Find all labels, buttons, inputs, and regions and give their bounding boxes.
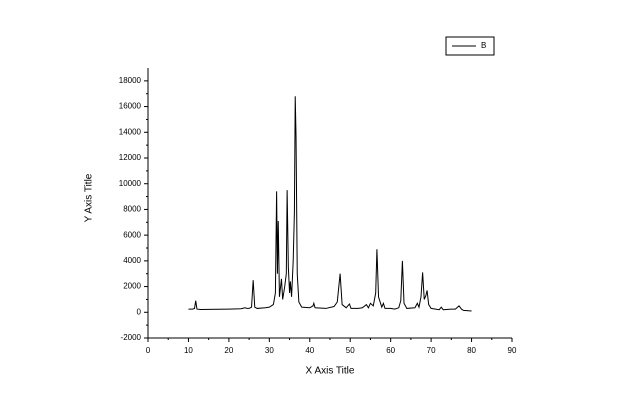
x-tick-label: 10 <box>184 346 193 355</box>
y-tick-label: 10000 <box>119 179 142 188</box>
x-tick-label: 60 <box>386 346 395 355</box>
y-tick-label: 8000 <box>123 205 141 214</box>
y-axis-title: Y Axis Title <box>84 173 95 222</box>
x-axis-title: X Axis Title <box>306 366 355 377</box>
x-tick-label: 40 <box>305 346 314 355</box>
y-tick-label: 6000 <box>123 230 141 239</box>
x-tick-label: 20 <box>224 346 233 355</box>
x-tick-label: 80 <box>467 346 476 355</box>
legend-label: B <box>481 41 486 50</box>
y-tick-label: 16000 <box>119 102 142 111</box>
x-tick-label: 50 <box>346 346 355 355</box>
y-tick-label: 4000 <box>123 256 141 265</box>
y-tick-label: 14000 <box>119 127 142 136</box>
x-tick-label: 30 <box>265 346 274 355</box>
x-tick-label: 70 <box>427 346 436 355</box>
x-tick-label: 90 <box>508 346 517 355</box>
y-tick-label: 18000 <box>119 76 142 85</box>
x-tick-label: 0 <box>146 346 151 355</box>
data-line <box>188 96 472 312</box>
y-tick-label: -2000 <box>121 333 142 342</box>
y-tick-label: 12000 <box>119 153 142 162</box>
y-tick-label: 0 <box>137 307 142 316</box>
y-tick-label: 2000 <box>123 282 141 291</box>
